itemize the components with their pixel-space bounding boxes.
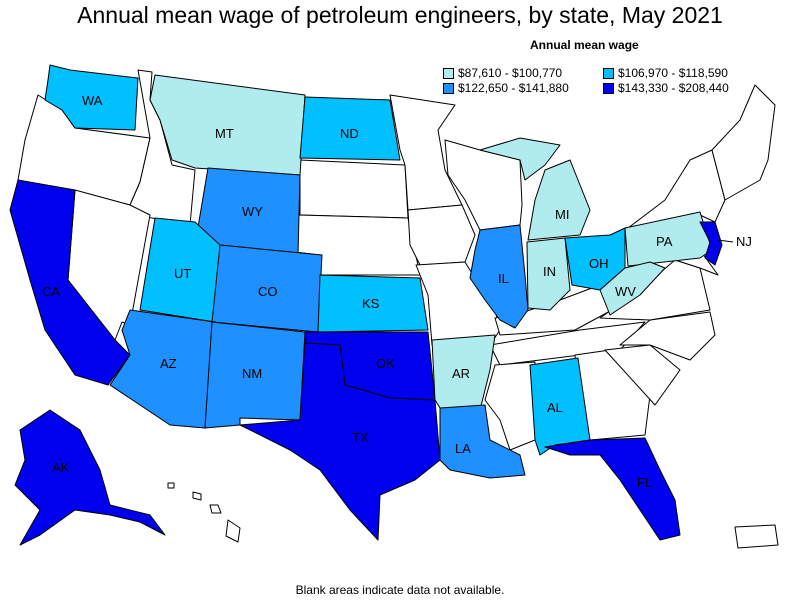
legend-item-1: $87,610 - $100,770 (443, 66, 562, 80)
state-label-ND: ND (340, 126, 359, 141)
legend-label-2: $106,970 - $118,590 (618, 66, 728, 80)
state-LA (439, 404, 526, 479)
nj-leader-line (717, 239, 734, 243)
state-NJ (699, 221, 723, 266)
state-NE-states (711, 84, 776, 201)
state-HI (167, 482, 241, 543)
no-data-states (17, 69, 779, 549)
state-label-TX: TX (352, 430, 369, 445)
state-MS (484, 361, 536, 451)
legend-title: Annual mean wage (530, 38, 639, 52)
state-label-AL: AL (547, 400, 563, 415)
state-IN (526, 237, 571, 311)
state-label-KS: KS (362, 296, 380, 311)
map-title: Annual mean wage of petroleum engineers,… (77, 2, 723, 28)
state-label-CO: CO (258, 284, 278, 299)
footnote: Blank areas indicate data not available. (295, 583, 505, 597)
state-label-WA: WA (82, 93, 103, 108)
legend-swatch-1 (443, 67, 454, 79)
legend-item-3: $122,650 - $141,880 (443, 81, 569, 95)
state-ID (124, 69, 196, 226)
legend-item-4: $143,330 - $208,440 (603, 81, 729, 95)
state-label-WY: WY (242, 204, 263, 219)
state-WA (44, 64, 139, 131)
state-IL (469, 224, 529, 329)
state-label-MT: MT (215, 126, 234, 141)
colored-states (9, 64, 723, 546)
state-KS (317, 274, 429, 333)
legend-label-3: $122,650 - $141,880 (458, 81, 569, 95)
state-label-MI: MI (555, 207, 569, 222)
state-label-CA: CA (42, 284, 60, 299)
state-label-NJ: NJ (736, 234, 752, 249)
state-TX (239, 342, 441, 541)
territory-PR (734, 524, 779, 549)
state-CA (9, 179, 131, 386)
state-SD (299, 159, 409, 219)
state-label-WV: WV (615, 284, 636, 299)
legend-swatch-2 (603, 67, 614, 79)
state-label-OH: OH (589, 256, 609, 271)
state-label-UT: UT (174, 266, 191, 281)
state-label-AK: AK (52, 460, 70, 475)
state-ND (299, 96, 401, 161)
state-WV (599, 261, 666, 316)
state-IA (407, 204, 476, 266)
state-label-PA: PA (656, 234, 673, 249)
state-label-IL: IL (498, 271, 509, 286)
state-SC (604, 344, 681, 406)
state-AK (14, 409, 166, 546)
state-label-AR: AR (452, 366, 470, 381)
legend-item-2: $106,970 - $118,590 (603, 66, 728, 80)
state-MI (479, 137, 591, 241)
legend-label-1: $87,610 - $100,770 (458, 66, 563, 80)
legend-swatch-4 (603, 82, 614, 94)
state-label-IN: IN (543, 264, 556, 279)
state-label-AZ: AZ (160, 356, 177, 371)
state-label-FL: FL (637, 475, 652, 490)
state-label-NM: NM (242, 366, 262, 381)
state-FL (544, 437, 681, 541)
legend-swatch-3 (443, 82, 454, 94)
state-labels: WA MT ND WY UT CO KS CA AZ NM OK TX AR L… (42, 93, 752, 490)
state-label-OK: OK (376, 356, 395, 371)
legend-label-4: $143,330 - $208,440 (618, 81, 729, 95)
state-label-LA: LA (455, 441, 471, 456)
state-MT (149, 74, 306, 176)
